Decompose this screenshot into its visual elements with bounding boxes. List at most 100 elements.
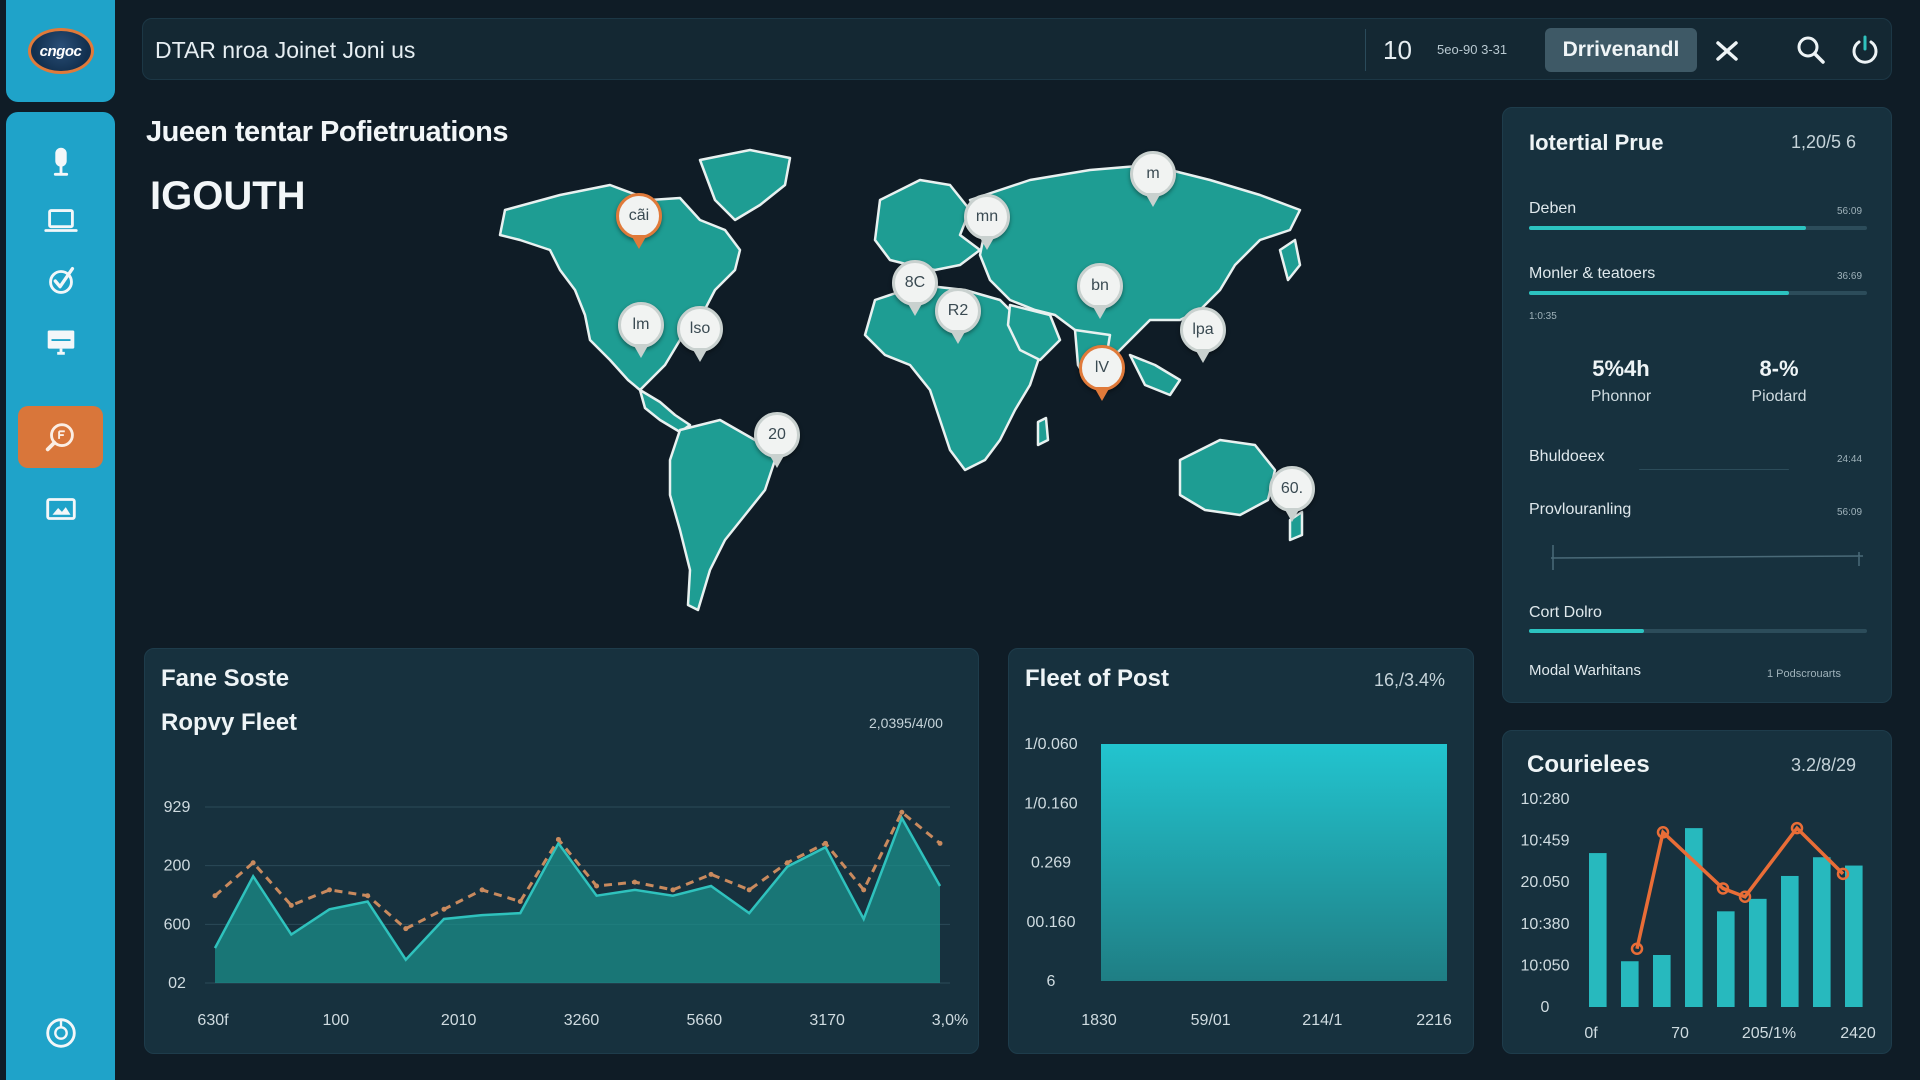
continent-africa <box>863 283 1042 472</box>
search-badge-icon <box>45 423 74 452</box>
bar <box>1685 828 1703 1007</box>
metric-value: 8-% <box>1759 356 1799 381</box>
chart-title: Courielees <box>1527 751 1650 778</box>
map-pin[interactable]: bn <box>1077 263 1123 319</box>
x-tick-label: 3260 <box>564 1012 600 1029</box>
y-tick-label: 10:280 <box>1521 791 1570 808</box>
x-tick-label: 2216 <box>1416 1012 1452 1029</box>
chart-value: 2,0395/4/00 <box>869 715 943 731</box>
data-point <box>441 906 447 912</box>
y-tick-label: 200 <box>164 858 191 875</box>
nav-monitor[interactable] <box>18 310 103 372</box>
power-icon[interactable] <box>1845 30 1885 70</box>
x-tick-label: 100 <box>322 1012 349 1029</box>
nav-laptop[interactable] <box>18 190 103 252</box>
bars-note: 1:0:35 <box>1529 311 1557 322</box>
row-label: Modal Warhitans <box>1529 662 1641 679</box>
bar <box>1845 865 1863 1007</box>
date-display: 5eo-90 3-31 <box>1437 42 1508 57</box>
y-tick-label: 0 <box>1541 999 1550 1016</box>
data-point <box>212 893 218 899</box>
data-point <box>1836 867 1850 881</box>
nav-globe[interactable] <box>18 1002 103 1064</box>
close-icon[interactable] <box>1707 30 1747 70</box>
x-tick-label: 3,0% <box>932 1012 968 1029</box>
map-pin[interactable]: cãi <box>616 193 662 249</box>
map-pin[interactable]: mn <box>964 194 1010 250</box>
search-icon[interactable] <box>1791 30 1831 70</box>
top-bar: DTAR nroa Joinet Joni us 10 5eo-90 3-31 … <box>142 18 1892 80</box>
stats-panel: Iotertial Prue 1,20/5 6 Deben 56:09 Monl… <box>1502 107 1892 703</box>
bar <box>1781 875 1799 1007</box>
monitor-icon <box>47 330 74 355</box>
bar <box>1749 898 1767 1007</box>
bar <box>1101 744 1447 981</box>
top-divider <box>1365 29 1366 71</box>
continent-madagascar <box>1036 416 1050 447</box>
y-tick-label: 10:380 <box>1521 916 1570 933</box>
row-label: Bhuldoeex <box>1529 448 1605 465</box>
y-tick-label: 1/0.160 <box>1024 795 1077 812</box>
data-point <box>517 899 523 905</box>
y-tick-label: 10:459 <box>1521 833 1570 850</box>
data-point <box>937 840 943 846</box>
bar <box>1653 955 1671 1007</box>
progress-bar <box>1529 629 1867 633</box>
sparkline-track <box>1550 545 1864 570</box>
y-tick-label: 02 <box>168 975 186 992</box>
y-tick-label: 0.269 <box>1031 855 1071 872</box>
progress-bar <box>1529 226 1867 230</box>
map-pin[interactable]: lm <box>618 302 664 358</box>
y-tick-label: 6 <box>1047 973 1056 990</box>
map-pin[interactable]: lV <box>1079 345 1125 401</box>
data-point <box>1656 826 1670 839</box>
bar <box>1621 961 1639 1007</box>
logo-tile[interactable]: cngoc <box>6 0 115 102</box>
x-tick-label: 214/1 <box>1302 1012 1342 1029</box>
combo-chart: 10:280 10:459 20.050 10:380 10:050 0 0f 70 205/1… <box>1521 791 1876 1042</box>
y-tick-label: 929 <box>164 799 191 816</box>
chart-title: Fleet of Post <box>1025 665 1170 692</box>
chart-title: Fane Soste <box>161 665 290 692</box>
series-line <box>1635 825 1845 950</box>
search-field[interactable]: DTAR nroa Joinet Joni us <box>155 37 416 63</box>
data-point <box>555 836 561 842</box>
metric-label: Piodard <box>1751 388 1807 405</box>
series-line <box>213 815 942 962</box>
y-tick-label: 1/0.060 <box>1024 736 1077 753</box>
map-pin[interactable]: lso <box>677 306 723 362</box>
data-point <box>670 887 676 893</box>
count-display: 10 <box>1383 35 1412 65</box>
globe-icon <box>45 1018 76 1048</box>
map-pin[interactable]: m <box>1130 151 1176 207</box>
y-tick-label: 10:050 <box>1521 957 1570 974</box>
bar <box>1813 857 1831 1007</box>
data-point <box>1630 942 1644 956</box>
nav-check[interactable] <box>18 250 103 312</box>
map-pin[interactable]: 20 <box>754 412 800 468</box>
filter-dropdown[interactable]: Drrivenandl <box>1545 28 1697 72</box>
bar-chart-panel: Fleet of Post 16,/3.4% 1/0.060 1/0.160 0.2… <box>1008 648 1474 1054</box>
continent-arabia <box>1006 303 1062 362</box>
bar-value: 56:09 <box>1837 206 1863 217</box>
data-point <box>1716 882 1730 895</box>
map-pin[interactable]: 60. <box>1269 466 1315 522</box>
data-point <box>746 887 752 893</box>
nav-microphone[interactable] <box>18 130 103 192</box>
map-pin[interactable]: 8C <box>892 260 938 316</box>
bar-label: Deben <box>1529 200 1577 217</box>
microphone-icon <box>53 147 68 176</box>
continent-japan <box>1278 238 1302 282</box>
nav-image[interactable] <box>18 478 103 540</box>
map-pin[interactable]: lpa <box>1180 307 1226 363</box>
data-point <box>250 860 256 866</box>
data-point <box>823 840 829 846</box>
chart-value: 3.2/8/29 <box>1791 755 1857 775</box>
area-chart-panel: Fane Soste Ropvy Fleet 2,0395/4/00 929 20… <box>144 648 979 1054</box>
map-pin[interactable]: R2 <box>935 288 981 344</box>
bar <box>1717 911 1735 1007</box>
nav-search-badge[interactable] <box>18 406 103 468</box>
continent-southeast-asia <box>1128 353 1182 397</box>
x-tick-label: 1830 <box>1081 1012 1117 1029</box>
metric-label: Phonnor <box>1590 388 1652 405</box>
